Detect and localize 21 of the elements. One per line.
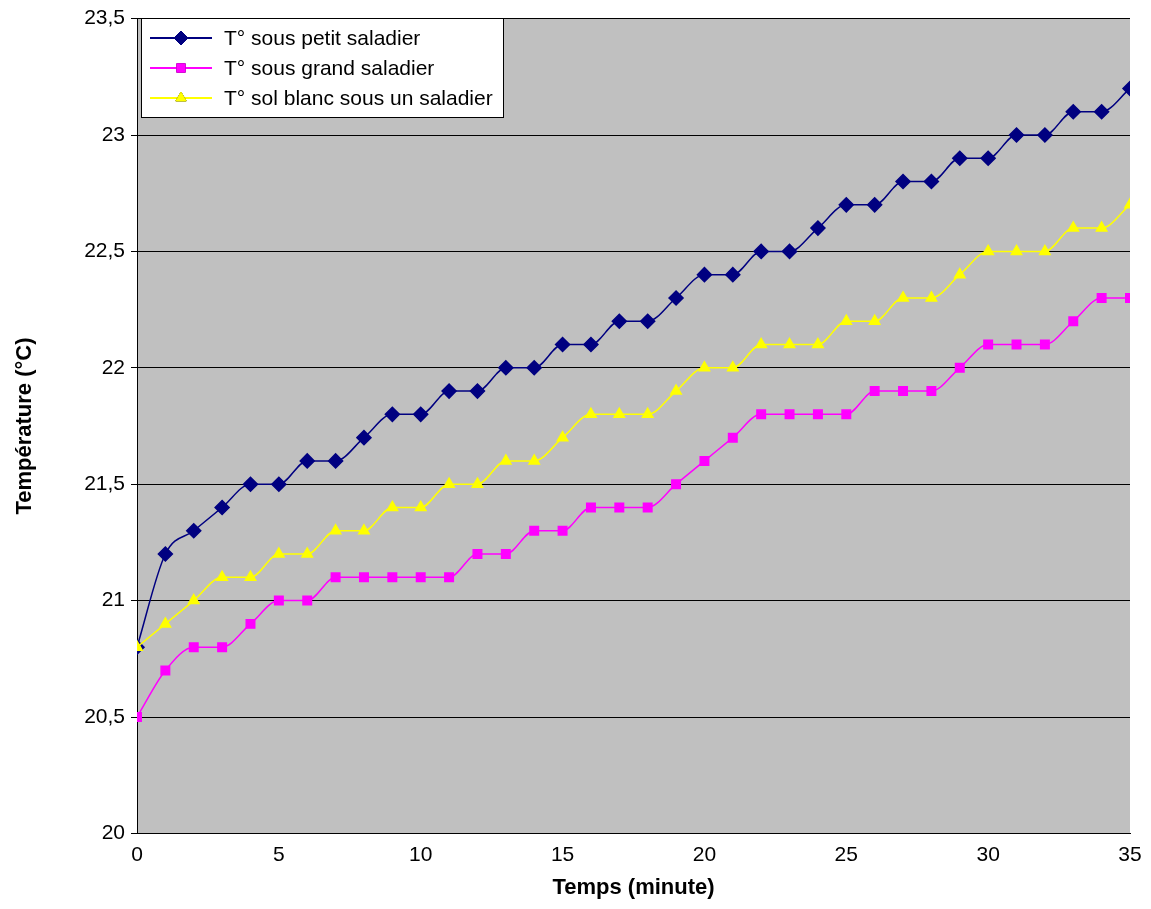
x-tick-label: 20 xyxy=(692,841,717,865)
legend-label: T° sous petit saladier xyxy=(224,25,421,50)
legend-label: T° sol blanc sous un saladier xyxy=(224,85,493,110)
x-tick-label: 0 xyxy=(131,841,143,865)
y-axis-title: Température (°C) xyxy=(11,337,37,515)
x-tick-label: 25 xyxy=(834,841,858,865)
y-tick-label: 21,5 xyxy=(84,471,125,494)
x-tick-label: 15 xyxy=(550,841,575,865)
y-tick-label: 22 xyxy=(101,354,125,378)
y-tick-label: 20 xyxy=(101,820,125,844)
x-tick-label: 5 xyxy=(273,841,285,865)
y-tick-label: 23,5 xyxy=(84,5,125,29)
x-tick-label: 10 xyxy=(409,841,433,865)
x-tick-label: 35 xyxy=(1118,841,1142,865)
y-tick-label: 23 xyxy=(101,121,125,145)
y-tick-label: 20,5 xyxy=(84,703,125,727)
x-axis-title: Temps (minute) xyxy=(552,873,715,899)
y-tick-label: 22,5 xyxy=(84,238,125,262)
x-tick-label: 30 xyxy=(976,841,1000,865)
legend-label: T° sous grand saladier xyxy=(224,55,435,80)
y-tick-label: 21 xyxy=(101,587,125,611)
